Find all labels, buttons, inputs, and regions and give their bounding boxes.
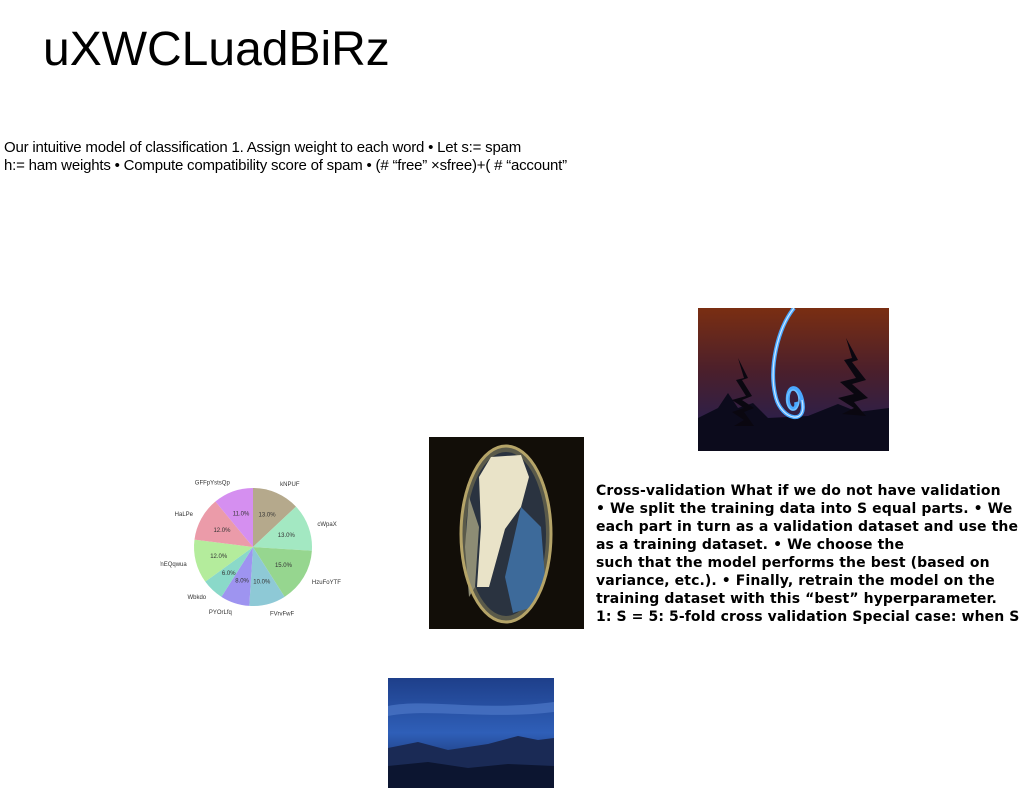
pie-category-label: PYOrLfq <box>209 610 232 616</box>
pie-value-label: 11.0% <box>233 512 250 518</box>
pie-value-label: 13.0% <box>278 533 296 539</box>
fisheye-building-photo <box>429 437 584 629</box>
cv-line: • We split the training data into S equa… <box>596 501 1013 517</box>
pie-chart-svg: 13.0% kNPUF 13.0% cWpaX 15.0% HzuFoYTF 10.0% FV… <box>159 481 342 618</box>
pie-slice <box>205 547 253 597</box>
cv-line: Cross-validation What if we do not have … <box>596 483 1001 499</box>
pie-category-label: cWpaX <box>317 522 336 528</box>
pie-category-label: fnEQqwua <box>160 562 187 568</box>
pie-value-label: 10.0% <box>253 579 271 585</box>
blue-landscape-photo <box>388 678 554 788</box>
pie-category-label: HzuFoYTF <box>312 580 341 586</box>
light-trail-photo <box>698 308 889 451</box>
pie-category-label: kNPUF <box>280 482 300 488</box>
intro-line: Our intuitive model of classification 1.… <box>4 139 522 156</box>
cv-line: training dataset with this “best” hyperp… <box>596 591 997 607</box>
pie-category-label: FVrvFwF <box>270 611 294 617</box>
pie-value-label: 13.0% <box>259 513 277 519</box>
intro-line: h:= ham weights • Compute compatibility … <box>4 157 567 174</box>
cv-line: 1: S = 5: 5-fold cross validation Specia… <box>596 609 1020 625</box>
pie-category-label: Wbkdo <box>187 595 206 601</box>
pie-category-label: HaLPe <box>175 512 194 518</box>
pie-chart: 13.0% kNPUF 13.0% cWpaX 15.0% HzuFoYTF 10.0% FV… <box>159 455 350 640</box>
pie-slice <box>221 547 253 606</box>
pie-value-label: 6.0% <box>222 571 236 577</box>
pie-slice <box>194 501 253 547</box>
pie-slice <box>194 539 253 582</box>
intro-text: Our intuitive model of classification 1.… <box>4 139 644 175</box>
cv-line: such that the model performs the best (b… <box>596 555 990 571</box>
cv-line: variance, etc.). • Finally, retrain the … <box>596 573 995 589</box>
pie-value-label: 12.0% <box>213 528 231 534</box>
cv-line: as a training dataset. • We choose the <box>596 537 905 553</box>
cross-validation-text: Cross-validation What if we do not have … <box>596 482 1024 626</box>
pie-slice <box>253 488 297 547</box>
pie-value-label: 8.0% <box>235 579 249 585</box>
pie-category-label: GFFpYstsQp <box>195 481 231 487</box>
pie-value-label: 15.0% <box>275 563 293 569</box>
pie-slice <box>215 488 253 547</box>
pie-value-label: 12.0% <box>210 554 228 560</box>
pie-slice <box>253 547 312 597</box>
pie-slice <box>253 506 312 551</box>
slide-title: uXWCLuadBiRz <box>43 23 390 76</box>
cv-line: each part in turn as a validation datase… <box>596 519 1019 535</box>
pie-slice <box>249 547 285 606</box>
